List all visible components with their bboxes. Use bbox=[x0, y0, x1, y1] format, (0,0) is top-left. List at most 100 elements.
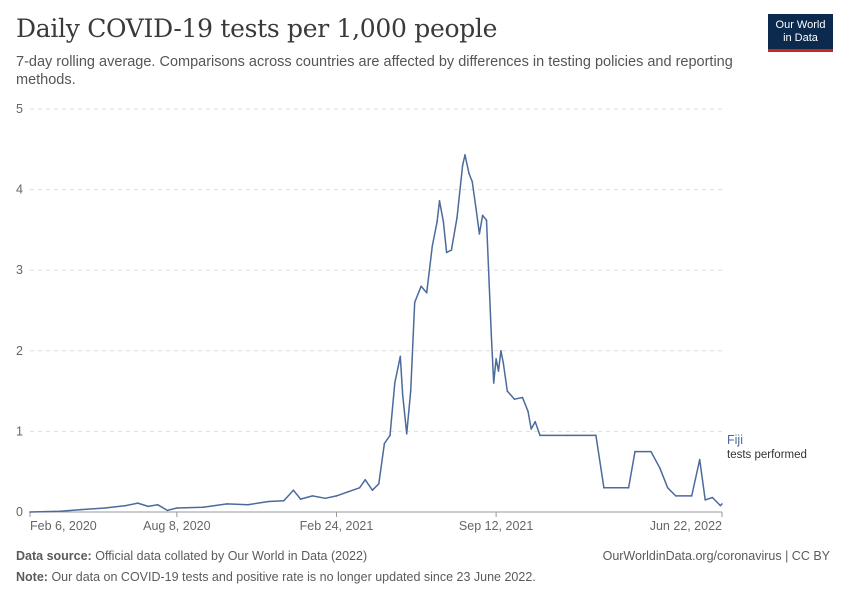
y-tick-label: 2 bbox=[16, 344, 23, 358]
data-point bbox=[399, 355, 402, 358]
data-point bbox=[438, 200, 441, 202]
data-point bbox=[704, 499, 706, 501]
data-point bbox=[650, 450, 652, 453]
data-point bbox=[125, 504, 127, 507]
data-point bbox=[445, 251, 448, 254]
owid-logo[interactable]: Our World in Data bbox=[768, 14, 833, 52]
data-point bbox=[311, 495, 314, 497]
data-point bbox=[80, 508, 82, 511]
data-point bbox=[450, 249, 453, 251]
data-point bbox=[495, 358, 497, 360]
data-point bbox=[674, 495, 677, 497]
data-point bbox=[324, 497, 327, 500]
source-label: Data source: bbox=[16, 549, 92, 563]
data-point bbox=[156, 503, 159, 506]
data-point bbox=[497, 370, 500, 372]
y-axis: 0 1 2 3 4 5 bbox=[16, 102, 23, 519]
data-point bbox=[371, 489, 374, 492]
data-point bbox=[436, 221, 438, 223]
data-point bbox=[690, 495, 693, 497]
series-line-fiji bbox=[29, 154, 723, 513]
data-point bbox=[527, 410, 529, 413]
data-point bbox=[506, 390, 509, 392]
data-point bbox=[461, 164, 464, 167]
data-point bbox=[468, 172, 470, 175]
data-point bbox=[666, 487, 669, 489]
chart-title: Daily COVID-19 tests per 1,000 people bbox=[16, 14, 498, 43]
data-point bbox=[442, 221, 445, 223]
note-text: Our data on COVID-19 tests and positive … bbox=[51, 570, 536, 584]
data-point bbox=[420, 285, 422, 288]
data-point bbox=[364, 479, 367, 481]
x-tick-label: Sep 12, 2021 bbox=[459, 519, 533, 533]
data-point bbox=[478, 233, 481, 235]
data-point bbox=[292, 489, 295, 492]
data-point bbox=[358, 487, 361, 489]
series-labels: Fiji tests performed bbox=[727, 433, 807, 461]
data-point bbox=[176, 507, 178, 509]
data-point bbox=[471, 180, 474, 183]
data-point bbox=[346, 491, 349, 493]
note-label: Note: bbox=[16, 570, 48, 584]
data-point bbox=[413, 301, 416, 304]
series-label-suffix: tests performed bbox=[727, 449, 807, 461]
data-point bbox=[401, 394, 404, 396]
y-tick-label: 4 bbox=[16, 183, 23, 197]
data-point bbox=[698, 458, 701, 461]
data-point bbox=[475, 209, 478, 211]
y-tick-label: 0 bbox=[16, 505, 23, 519]
y-tick-label: 5 bbox=[16, 102, 23, 116]
data-point bbox=[59, 510, 62, 512]
x-tick-label: Feb 24, 2021 bbox=[300, 519, 374, 533]
data-point bbox=[202, 506, 204, 509]
data-point bbox=[29, 511, 31, 513]
data-point bbox=[464, 154, 466, 156]
data-point bbox=[425, 292, 428, 294]
data-point bbox=[283, 499, 285, 502]
data-point bbox=[627, 487, 630, 489]
data-point bbox=[299, 498, 302, 500]
logo-line-2: in Data bbox=[783, 32, 818, 44]
series-label-name: Fiji bbox=[727, 433, 743, 447]
note-line: Note: Our data on COVID-19 tests and pos… bbox=[16, 570, 536, 584]
data-point bbox=[566, 434, 568, 437]
data-point bbox=[603, 487, 605, 489]
source-line: Data source: Official data collated by O… bbox=[16, 549, 367, 563]
data-point bbox=[267, 500, 270, 503]
data-point bbox=[394, 382, 396, 384]
chart-subtitle: 7-day rolling average. Comparisons acros… bbox=[16, 54, 733, 88]
data-point bbox=[539, 434, 541, 437]
data-point bbox=[634, 450, 636, 453]
data-point bbox=[711, 496, 714, 499]
data-point bbox=[481, 214, 484, 217]
data-point bbox=[658, 466, 661, 469]
data-point bbox=[335, 495, 338, 497]
x-tick-label: Jun 22, 2022 bbox=[650, 519, 722, 533]
line-chart: 0 1 2 3 4 5 Feb 6, 2020 Aug 8, 2020 Feb 24, 202… bbox=[16, 102, 807, 533]
logo-line-1: Our World bbox=[775, 19, 826, 31]
credit-link[interactable]: OurWorldinData.org/coronavirus | CC BY bbox=[602, 549, 830, 563]
x-axis: Feb 6, 2020 Aug 8, 2020 Feb 24, 2021 Sep 12… bbox=[29, 511, 723, 533]
data-point bbox=[521, 396, 524, 399]
source-text: Official data collated by Our World in D… bbox=[95, 549, 368, 563]
data-point bbox=[147, 505, 149, 508]
gridlines bbox=[30, 108, 722, 432]
data-point bbox=[530, 428, 532, 430]
data-point bbox=[490, 333, 493, 336]
data-point bbox=[166, 509, 169, 512]
data-point bbox=[500, 350, 502, 352]
data-point bbox=[104, 507, 106, 509]
series-lines bbox=[29, 154, 723, 513]
data-point bbox=[383, 442, 386, 445]
data-point bbox=[534, 420, 536, 423]
data-point bbox=[485, 219, 488, 221]
data-point bbox=[721, 503, 723, 505]
data-point bbox=[226, 503, 228, 505]
data-point bbox=[389, 434, 391, 437]
x-tick-label: Feb 6, 2020 bbox=[30, 519, 97, 533]
data-point bbox=[502, 362, 505, 364]
data-point bbox=[431, 245, 434, 247]
data-point bbox=[719, 504, 722, 507]
data-point bbox=[492, 382, 495, 384]
data-point bbox=[405, 433, 408, 435]
